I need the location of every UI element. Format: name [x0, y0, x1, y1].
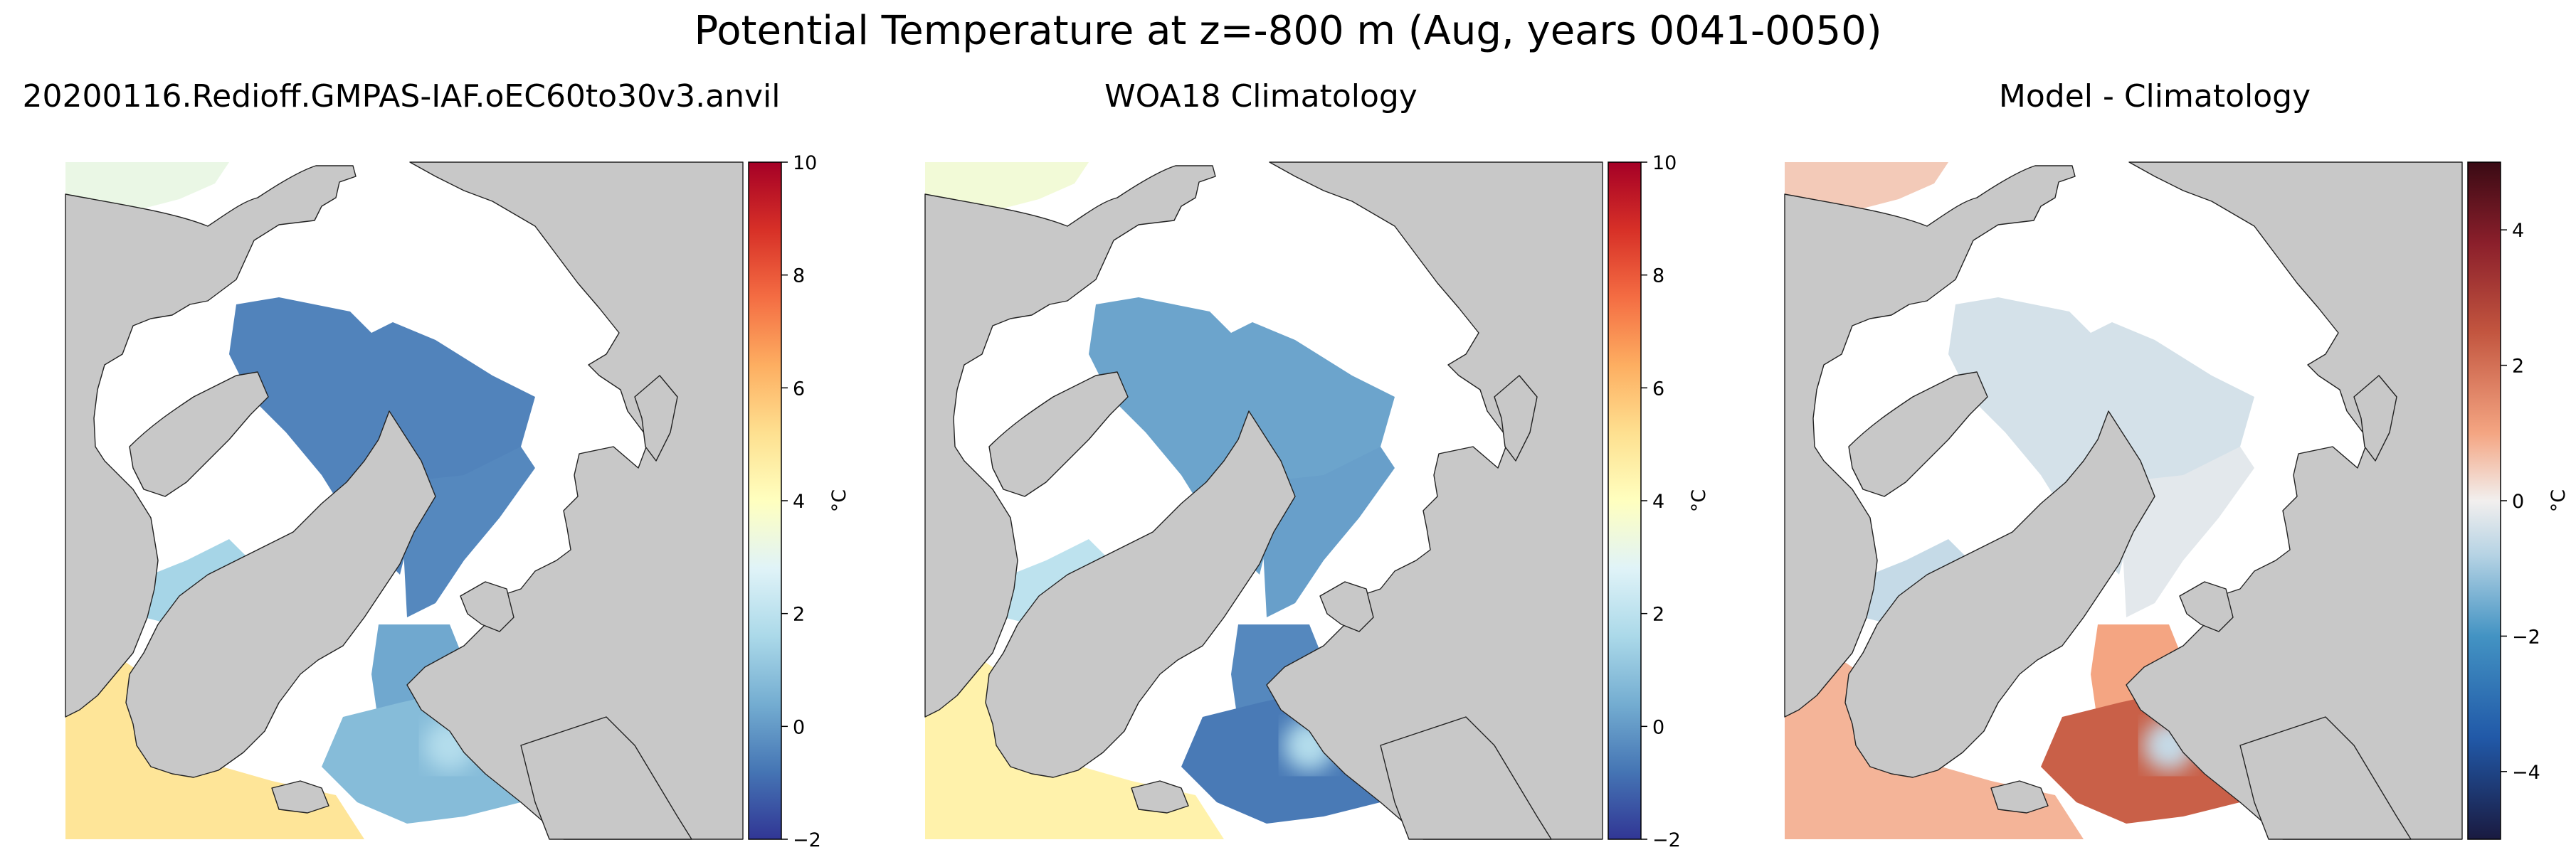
- field-baffin-bay-1: [1003, 539, 1110, 624]
- land-novaya-2: [2353, 375, 2397, 462]
- field-baffin-bay-0: [144, 539, 250, 624]
- land-eurasia-2: [2126, 161, 2463, 840]
- colorbar-tick-label-0-0: −2: [793, 829, 821, 851]
- colorbar-tick-label-0-3: 4: [793, 491, 805, 513]
- colorbar-tick-label-1-2: 2: [1652, 604, 1664, 626]
- colorbar-tick-label-1-1: 0: [1652, 716, 1664, 738]
- land-greenland-1: [985, 410, 1296, 778]
- land-archipelago-1: [988, 371, 1129, 497]
- land-svalbard-0: [460, 581, 514, 632]
- colorbar-tick-label-0-6: 10: [793, 152, 817, 174]
- land-scandinavia-2: [2239, 716, 2412, 840]
- land-north-america-0: [65, 165, 357, 718]
- colorbar-tick-label-1-6: 10: [1652, 152, 1677, 174]
- colorbar-tick-label-2-1: −2: [2512, 626, 2540, 648]
- colorbar-tick-label-2-3: 2: [2512, 356, 2524, 378]
- colorbar-tick-label-2-0: −4: [2512, 762, 2540, 784]
- panel-title-model: 20200116.Redioff.GMPAS-IAF.oEC60to30v3.a…: [22, 78, 781, 115]
- land-eurasia-0: [406, 161, 744, 840]
- panel-title-climatology: WOA18 Climatology: [1104, 78, 1418, 115]
- land-svalbard-1: [1319, 581, 1374, 632]
- colorbar-1: [1608, 161, 1642, 840]
- field-bering-sea-0: [65, 162, 229, 208]
- land-layer-0: [65, 161, 744, 840]
- land-north-america-2: [1784, 165, 2076, 718]
- field-bering-sea-1: [925, 162, 1089, 208]
- land-eurasia-1: [1266, 161, 1603, 840]
- land-scandinavia-0: [520, 716, 692, 840]
- land-iceland-1: [1131, 780, 1189, 814]
- colorbar-tick-label-1-0: −2: [1652, 829, 1681, 851]
- map-panel-2: [1784, 161, 2463, 840]
- field-eurasian-basin-2: [2119, 447, 2254, 617]
- map-panel-1: [924, 161, 1603, 840]
- land-archipelago-0: [129, 371, 269, 497]
- colorbar-2: [2467, 161, 2501, 840]
- land-svalbard-2: [2179, 581, 2234, 632]
- land-layer-2: [1784, 161, 2463, 840]
- land-greenland-0: [125, 410, 436, 778]
- figure-title: Potential Temperature at z=-800 m (Aug, …: [694, 8, 1882, 54]
- colorbar-unit-1: °C: [1688, 489, 1710, 512]
- field-eurasian-basin-1: [1260, 447, 1395, 617]
- colorbar-tick-label-0-1: 0: [793, 716, 805, 738]
- colorbar-tick-label-0-5: 8: [793, 265, 805, 287]
- land-north-america-1: [924, 165, 1216, 718]
- land-novaya-1: [1494, 375, 1538, 462]
- field-bering-sea-2: [1785, 162, 1948, 208]
- colorbar-tick-label-1-4: 6: [1652, 378, 1664, 400]
- colorbar-tick-label-0-2: 2: [793, 604, 805, 626]
- land-novaya-0: [634, 375, 678, 462]
- colorbar-tick-label-0-4: 6: [793, 378, 805, 400]
- colorbar-0: [748, 161, 782, 840]
- land-archipelago-2: [1848, 371, 1988, 497]
- colorbar-tick-label-1-5: 8: [1652, 265, 1664, 287]
- land-layer-1: [924, 161, 1603, 840]
- land-iceland-2: [1990, 780, 2049, 814]
- panel-title-difference: Model - Climatology: [1998, 78, 2311, 115]
- colorbar-tick-label-2-4: 4: [2512, 220, 2524, 242]
- colorbar-unit-2: °C: [2548, 489, 2570, 512]
- land-greenland-2: [1844, 410, 2155, 778]
- map-panel-0: [65, 161, 744, 840]
- land-scandinavia-1: [1380, 716, 1552, 840]
- colorbar-tick-label-2-2: 0: [2512, 491, 2524, 513]
- land-iceland-0: [271, 780, 329, 814]
- colorbar-unit-0: °C: [828, 489, 850, 512]
- field-baffin-bay-2: [1863, 539, 1970, 624]
- colorbar-tick-label-1-3: 4: [1652, 491, 1664, 513]
- field-eurasian-basin-0: [400, 447, 535, 617]
